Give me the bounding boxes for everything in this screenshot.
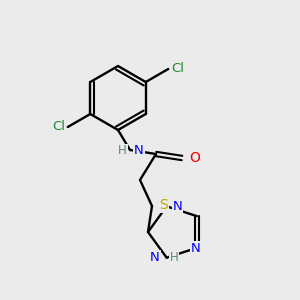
Text: Cl: Cl [171, 62, 184, 76]
Text: N: N [173, 200, 182, 213]
Text: N: N [150, 251, 160, 264]
Text: S: S [159, 198, 168, 212]
Text: N: N [134, 145, 144, 158]
Text: Cl: Cl [52, 121, 65, 134]
Text: N: N [191, 242, 201, 255]
Text: H: H [118, 145, 127, 158]
Text: H: H [170, 251, 178, 264]
Text: O: O [189, 151, 200, 165]
